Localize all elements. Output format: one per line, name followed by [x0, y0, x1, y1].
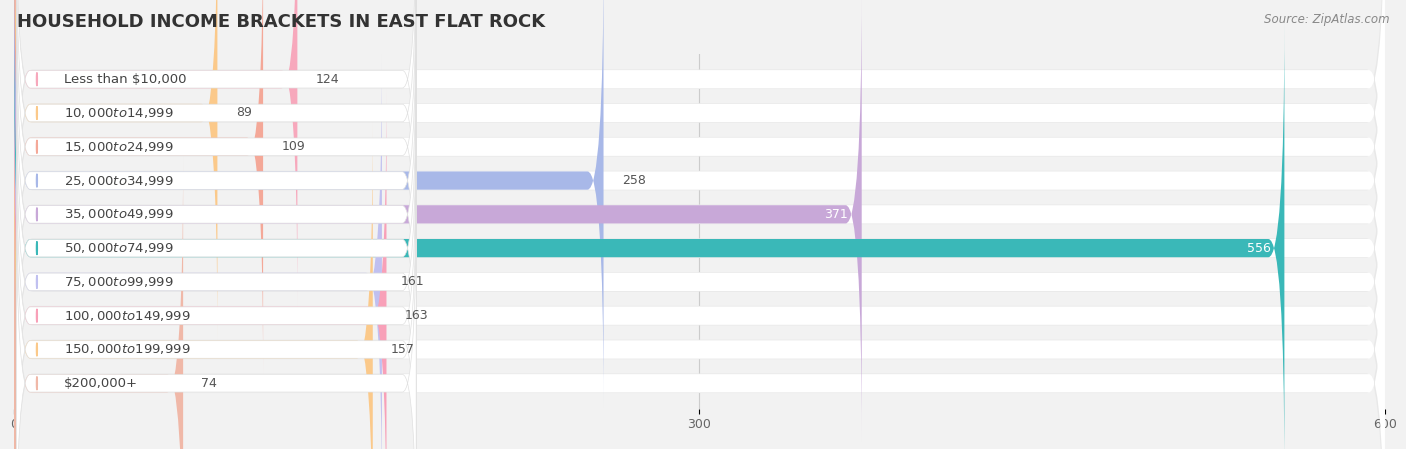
Text: 124: 124: [316, 73, 339, 86]
FancyBboxPatch shape: [17, 155, 416, 449]
FancyBboxPatch shape: [14, 55, 382, 449]
FancyBboxPatch shape: [17, 88, 416, 449]
FancyBboxPatch shape: [17, 0, 416, 374]
FancyBboxPatch shape: [14, 89, 1385, 449]
FancyBboxPatch shape: [17, 189, 416, 449]
FancyBboxPatch shape: [14, 0, 1385, 449]
Text: 157: 157: [391, 343, 415, 356]
FancyBboxPatch shape: [14, 122, 373, 449]
Text: 163: 163: [405, 309, 429, 322]
Text: $15,000 to $24,999: $15,000 to $24,999: [65, 140, 174, 154]
FancyBboxPatch shape: [17, 54, 416, 442]
Text: $200,000+: $200,000+: [65, 377, 138, 390]
FancyBboxPatch shape: [14, 0, 1385, 374]
FancyBboxPatch shape: [14, 0, 1385, 441]
Text: $35,000 to $49,999: $35,000 to $49,999: [65, 207, 174, 221]
FancyBboxPatch shape: [14, 156, 1385, 449]
FancyBboxPatch shape: [14, 0, 1385, 449]
FancyBboxPatch shape: [14, 0, 1385, 408]
FancyBboxPatch shape: [14, 21, 1385, 449]
FancyBboxPatch shape: [14, 0, 1385, 407]
Text: 109: 109: [281, 140, 305, 153]
FancyBboxPatch shape: [14, 55, 1385, 449]
Text: $150,000 to $199,999: $150,000 to $199,999: [65, 343, 191, 357]
FancyBboxPatch shape: [14, 0, 1385, 442]
FancyBboxPatch shape: [14, 0, 263, 374]
Text: $100,000 to $149,999: $100,000 to $149,999: [65, 309, 191, 323]
FancyBboxPatch shape: [14, 22, 1385, 449]
FancyBboxPatch shape: [17, 0, 416, 273]
FancyBboxPatch shape: [14, 0, 218, 340]
FancyBboxPatch shape: [14, 21, 1285, 449]
FancyBboxPatch shape: [14, 88, 387, 449]
Text: 371: 371: [824, 208, 848, 221]
FancyBboxPatch shape: [14, 0, 1385, 340]
Text: $25,000 to $34,999: $25,000 to $34,999: [65, 174, 174, 188]
FancyBboxPatch shape: [14, 0, 603, 408]
Text: 74: 74: [201, 377, 218, 390]
FancyBboxPatch shape: [14, 122, 1385, 449]
FancyBboxPatch shape: [14, 0, 298, 307]
Text: $75,000 to $99,999: $75,000 to $99,999: [65, 275, 174, 289]
FancyBboxPatch shape: [17, 0, 416, 341]
FancyBboxPatch shape: [14, 55, 1385, 449]
Text: 161: 161: [401, 275, 423, 288]
FancyBboxPatch shape: [14, 0, 1385, 374]
FancyBboxPatch shape: [17, 21, 416, 408]
FancyBboxPatch shape: [14, 0, 862, 442]
Text: 556: 556: [1247, 242, 1271, 255]
Text: HOUSEHOLD INCOME BRACKETS IN EAST FLAT ROCK: HOUSEHOLD INCOME BRACKETS IN EAST FLAT R…: [17, 13, 546, 31]
Text: $50,000 to $74,999: $50,000 to $74,999: [65, 241, 174, 255]
FancyBboxPatch shape: [14, 0, 1385, 307]
FancyBboxPatch shape: [14, 88, 1385, 449]
Text: Source: ZipAtlas.com: Source: ZipAtlas.com: [1264, 13, 1389, 26]
Text: 89: 89: [236, 106, 252, 119]
FancyBboxPatch shape: [17, 0, 416, 307]
Text: Less than $10,000: Less than $10,000: [65, 73, 187, 86]
FancyBboxPatch shape: [14, 0, 1385, 340]
Text: $10,000 to $14,999: $10,000 to $14,999: [65, 106, 174, 120]
FancyBboxPatch shape: [14, 156, 183, 449]
Text: 258: 258: [621, 174, 645, 187]
FancyBboxPatch shape: [17, 122, 416, 449]
FancyBboxPatch shape: [14, 123, 1385, 449]
